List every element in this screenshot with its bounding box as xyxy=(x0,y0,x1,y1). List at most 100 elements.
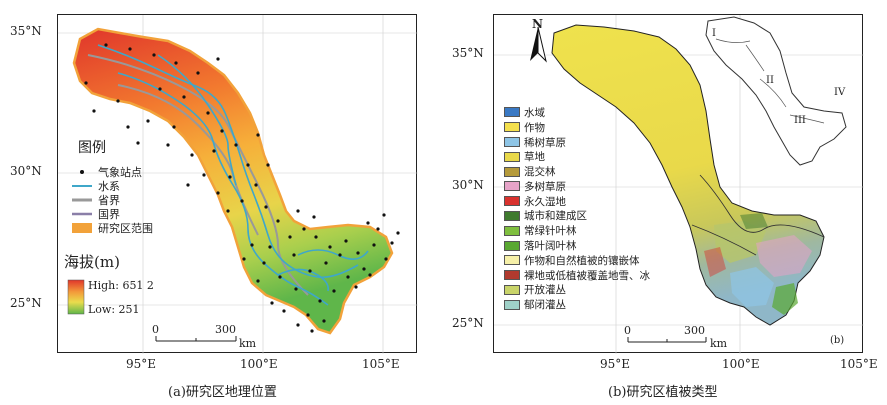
lon-tick-95-a: 95°E xyxy=(126,357,157,371)
weather-station-dot xyxy=(242,257,246,261)
legend-label: 作物 xyxy=(524,121,545,134)
legend-row: 作物和自然植被的镶嵌体 xyxy=(504,253,650,268)
elevation-title: 海拔(m) xyxy=(64,253,120,271)
legend-swatch xyxy=(504,240,520,251)
caption-a: (a)研究区地理位置 xyxy=(168,385,277,400)
location-map-svg xyxy=(58,15,418,354)
weather-station-dot xyxy=(226,209,230,213)
inset-label-4: IV xyxy=(834,87,846,98)
lon-tick-100-a: 100°E xyxy=(240,357,278,371)
elevation-low-label: Low: 251 xyxy=(88,303,140,316)
study-area-boundary xyxy=(72,27,394,335)
weather-station-dot xyxy=(216,57,220,61)
weather-station-dot xyxy=(296,323,300,327)
legend-label: 城市和建成区 xyxy=(524,210,587,223)
north-label: N xyxy=(532,17,543,31)
inset-label-1: I xyxy=(712,28,716,39)
legend-row: 裸地或低植被覆盖地雪、冰 xyxy=(504,268,650,283)
legend-label: 多树草原 xyxy=(524,180,566,193)
weather-station-dot xyxy=(368,273,372,277)
inset-label-2: II xyxy=(766,75,774,86)
legend-swatch xyxy=(504,270,520,281)
weather-station-dot xyxy=(366,221,370,225)
legend-station-symbol xyxy=(80,170,84,174)
weather-station-dot xyxy=(328,245,332,249)
lon-tick-95-b: 95°E xyxy=(600,357,631,371)
legend-label: 永久湿地 xyxy=(524,195,566,208)
weather-station-dot xyxy=(372,243,376,247)
scale-value-a: 300 xyxy=(215,323,236,336)
inset-label-3: III xyxy=(794,115,806,126)
lat-tick-25-b: 25°N xyxy=(452,316,484,330)
weather-station-dot xyxy=(376,227,380,231)
weather-station-dot xyxy=(356,251,360,255)
weather-station-dot xyxy=(262,261,266,265)
legend-swatch xyxy=(504,151,520,162)
scale-zero-a: 0 xyxy=(152,323,159,336)
legend-label: 落叶阔叶林 xyxy=(524,240,577,253)
weather-station-dot xyxy=(278,275,282,279)
weather-station-dot xyxy=(276,219,280,223)
legend-label: 郁闭灌丛 xyxy=(524,299,566,312)
legend-row: 水域 xyxy=(504,105,650,120)
weather-station-dot xyxy=(128,47,132,51)
weather-station-dot xyxy=(314,235,318,239)
rivers xyxy=(97,44,369,306)
legend-label: 草地 xyxy=(524,151,545,164)
legend-label: 开放灌丛 xyxy=(524,284,566,297)
weather-station-dot xyxy=(196,71,200,75)
legend-item-border: 国界 xyxy=(98,208,120,221)
weather-station-dot xyxy=(310,329,314,333)
weather-station-dot xyxy=(220,129,224,133)
weather-station-dot xyxy=(382,213,386,217)
weather-station-dot xyxy=(256,279,260,283)
panel-label-b: (b) xyxy=(830,335,845,346)
legend-swatch xyxy=(504,166,520,177)
weather-station-dot xyxy=(384,257,388,261)
weather-station-dot xyxy=(216,191,220,195)
subregion-borders xyxy=(691,174,825,256)
scale-bar-b xyxy=(627,337,707,343)
weather-station-dot xyxy=(92,109,96,113)
elevation-high-label: High: 651 2 xyxy=(88,279,154,292)
north-arrow xyxy=(530,26,547,63)
weather-station-dot xyxy=(306,313,310,317)
legend-row: 开放灌丛 xyxy=(504,283,650,298)
weather-station-dot xyxy=(332,289,336,293)
legend-label: 混交林 xyxy=(524,166,556,179)
lon-tick-100-b: 100°E xyxy=(722,357,760,371)
lat-tick-35-a: 35°N xyxy=(10,24,42,38)
weather-station-dot xyxy=(206,111,210,115)
weather-station-dot xyxy=(146,119,150,123)
weather-station-dot xyxy=(84,81,88,85)
legend-row: 多树草原 xyxy=(504,179,650,194)
legend-label: 裸地或低植被覆盖地雪、冰 xyxy=(524,269,650,282)
legend-row: 稀树草原 xyxy=(504,135,650,150)
scale-unit-b: km xyxy=(710,337,728,350)
weather-station-dot xyxy=(246,163,250,167)
legend-row: 郁闭灌丛 xyxy=(504,297,650,312)
legend-title: 图例 xyxy=(78,140,106,156)
legend-item-province: 省界 xyxy=(98,194,120,207)
weather-station-dot xyxy=(396,231,400,235)
weather-station-dot xyxy=(324,261,328,265)
weather-station-dot xyxy=(136,141,140,145)
weather-station-dot xyxy=(202,173,206,177)
weather-station-dot xyxy=(174,61,178,65)
legend-label: 作物和自然植被的镶嵌体 xyxy=(524,254,640,267)
legend-swatch xyxy=(504,107,520,118)
legend-swatch xyxy=(504,196,520,207)
legend-label: 常绿针叶林 xyxy=(524,225,577,238)
lon-tick-105-b: 105°E xyxy=(840,357,878,371)
weather-station-dot xyxy=(256,133,260,137)
elevation-color-bar xyxy=(67,279,85,315)
legend-swatch xyxy=(504,210,520,221)
scale-unit-a: km xyxy=(239,337,257,350)
weather-station-dot xyxy=(158,87,162,91)
weather-station-dot xyxy=(390,241,394,245)
weather-station-dot xyxy=(344,239,348,243)
weather-station-dot xyxy=(322,319,326,323)
weather-station-dot xyxy=(270,301,274,305)
legend-row: 草地 xyxy=(504,149,650,164)
vegetation-map-svg xyxy=(494,15,864,354)
